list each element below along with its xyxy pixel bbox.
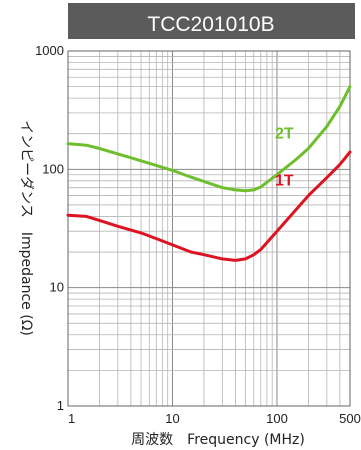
y-tick-label: 10 xyxy=(50,280,64,295)
series-group xyxy=(66,85,352,262)
x-tick-label: 500 xyxy=(339,411,361,426)
title-bar xyxy=(68,3,355,39)
series-line-2T xyxy=(66,85,352,193)
x-tick-label: 1 xyxy=(68,411,75,426)
x-axis-label: 周波数 Frequency (MHz) xyxy=(131,432,305,448)
series-label-2T: 2T xyxy=(275,125,294,142)
series-line-1T xyxy=(66,150,352,262)
series-labels: 2T 1T xyxy=(275,125,294,189)
plot-frame xyxy=(67,50,351,407)
tick-labels: 1 10 100 500 1 10 100 1000 xyxy=(35,43,361,426)
y-axis-label: インピーダンス Impedance (Ω) xyxy=(18,120,34,336)
series-label-1T: 1T xyxy=(275,173,294,190)
x-tick-label: 100 xyxy=(266,411,288,426)
y-tick-label: 1 xyxy=(57,398,64,413)
grid xyxy=(68,51,350,406)
y-tick-label: 1000 xyxy=(35,43,64,58)
chart-title: TCC201010B xyxy=(147,13,274,36)
y-tick-label: 100 xyxy=(42,161,64,176)
x-tick-label: 10 xyxy=(165,411,179,426)
